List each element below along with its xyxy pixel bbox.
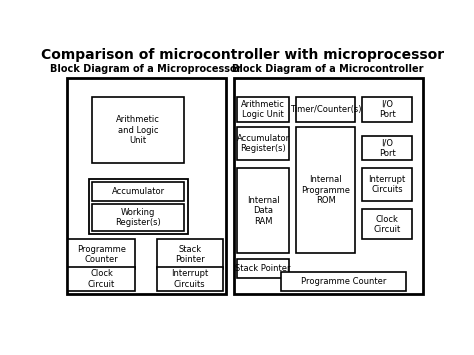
- Text: Arithmetic
Logic Unit: Arithmetic Logic Unit: [241, 100, 285, 119]
- Bar: [92, 97, 184, 163]
- Bar: [156, 239, 223, 269]
- Text: Stack Pointer: Stack Pointer: [236, 264, 291, 273]
- Bar: [237, 168, 289, 253]
- Text: Interrupt
Circuits: Interrupt Circuits: [368, 175, 406, 195]
- Text: I/O
Port: I/O Port: [379, 100, 395, 119]
- Bar: [362, 168, 412, 201]
- Text: Timer/Counter(s): Timer/Counter(s): [290, 105, 361, 114]
- Text: Internal
Programme
ROM: Internal Programme ROM: [301, 175, 350, 205]
- Bar: [68, 267, 135, 291]
- Bar: [66, 78, 227, 294]
- Bar: [237, 258, 289, 278]
- Text: Comparison of microcontroller with microprocessor: Comparison of microcontroller with micro…: [41, 48, 445, 62]
- Text: Arithmetic
and Logic
Unit: Arithmetic and Logic Unit: [116, 115, 160, 145]
- Bar: [362, 136, 412, 160]
- Text: Clock
Circuit: Clock Circuit: [374, 215, 401, 234]
- Text: Programme
Counter: Programme Counter: [77, 245, 126, 264]
- Text: Accumulator: Accumulator: [112, 187, 165, 196]
- Text: Interrupt
Circuits: Interrupt Circuits: [171, 269, 208, 289]
- Text: Internal
Data
RAM: Internal Data RAM: [247, 196, 280, 226]
- Text: Block Diagram of a Microcontroller: Block Diagram of a Microcontroller: [232, 64, 423, 73]
- Bar: [234, 78, 423, 294]
- Bar: [92, 204, 184, 231]
- Bar: [237, 97, 289, 122]
- Text: Stack
Pointer: Stack Pointer: [175, 245, 205, 264]
- Bar: [296, 127, 355, 253]
- Text: Accumulator
Register(s): Accumulator Register(s): [237, 134, 290, 153]
- Bar: [296, 97, 355, 122]
- Bar: [362, 209, 412, 239]
- Text: Block Diagram of a Microprocessor: Block Diagram of a Microprocessor: [50, 64, 241, 73]
- Text: Clock
Circuit: Clock Circuit: [88, 269, 115, 289]
- Bar: [237, 127, 289, 160]
- Text: I/O
Port: I/O Port: [379, 138, 395, 158]
- Text: Programme Counter: Programme Counter: [301, 277, 387, 286]
- Bar: [68, 239, 135, 269]
- Bar: [282, 272, 406, 291]
- Bar: [89, 179, 188, 234]
- Bar: [92, 182, 184, 201]
- Text: Working
Register(s): Working Register(s): [115, 208, 161, 227]
- Bar: [156, 267, 223, 291]
- Bar: [362, 97, 412, 122]
